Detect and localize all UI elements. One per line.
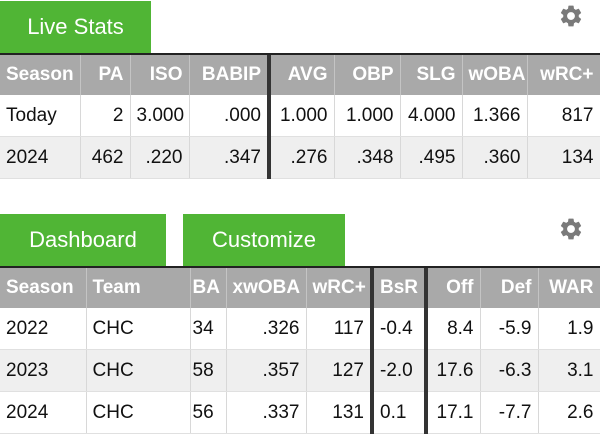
cell-wrc-plus: 127	[306, 349, 374, 392]
cell-wrc-plus: 817	[527, 95, 600, 137]
cell-ba: 56	[190, 391, 227, 434]
cell-ba: 58	[190, 349, 227, 392]
cell-off: 17.1	[426, 391, 481, 434]
col-header-team[interactable]: Team	[86, 268, 191, 308]
col-header-avg[interactable]: AVG	[269, 55, 335, 95]
cell-team: CHC	[86, 391, 191, 434]
table-row: 2024 462 .220 .347 .276 .348 .495 .360 1…	[0, 136, 600, 179]
col-header-off[interactable]: Off	[426, 268, 481, 308]
cell-war: 3.1	[538, 349, 600, 392]
table-row: 2022 CHC 34 .326 117 -0.4 8.4 -5.9 1.9	[0, 308, 600, 350]
table-header-row: Season Team BA xwOBA wRC+ BsR Off Def WA…	[0, 268, 600, 308]
cell-bsr: -2.0	[372, 349, 428, 392]
cell-off: 8.4	[426, 308, 481, 350]
col-header-wrc-plus[interactable]: wRC+	[527, 55, 600, 95]
cell-season: 2024	[0, 391, 87, 434]
dashboard-table: Season Team BA xwOBA wRC+ BsR Off Def WA…	[0, 268, 600, 434]
table-row: 2023 CHC 58 .357 127 -2.0 17.6 -6.3 3.1	[0, 349, 600, 392]
cell-pa: 2	[80, 95, 131, 137]
cell-season: 2023	[0, 349, 87, 392]
cell-woba: .360	[462, 136, 528, 179]
table-header-row: Season PA ISO BABIP AVG OBP SLG wOBA wRC…	[0, 55, 600, 95]
col-header-iso[interactable]: ISO	[130, 55, 190, 95]
cell-def: -6.3	[480, 349, 539, 392]
col-header-wrc-plus[interactable]: wRC+	[306, 268, 374, 308]
section-divider	[0, 53, 600, 55]
cell-war: 2.6	[538, 391, 600, 434]
cell-xwoba: .357	[226, 349, 307, 392]
live-stats-table: Season PA ISO BABIP AVG OBP SLG wOBA wRC…	[0, 55, 600, 179]
cell-team: CHC	[86, 349, 191, 392]
cell-def: -7.7	[480, 391, 539, 434]
cell-wrc-plus: 117	[306, 308, 374, 350]
cell-woba: 1.366	[462, 95, 528, 137]
gear-icon[interactable]	[558, 216, 584, 242]
table-row: 2024 CHC 56 .337 131 0.1 17.1 -7.7 2.6	[0, 391, 600, 434]
col-header-def[interactable]: Def	[480, 268, 539, 308]
cell-babip: .347	[189, 136, 271, 179]
cell-obp: .348	[334, 136, 401, 179]
col-header-war[interactable]: WAR	[538, 268, 600, 308]
cell-avg: .276	[269, 136, 335, 179]
cell-season: 2024	[0, 136, 81, 179]
cell-avg: 1.000	[269, 95, 335, 137]
cell-babip: .000	[189, 95, 271, 137]
table-row: Today 2 3.000 .000 1.000 1.000 4.000 1.3…	[0, 95, 600, 137]
cell-bsr: -0.4	[372, 308, 428, 350]
cell-obp: 1.000	[334, 95, 401, 137]
col-header-ba[interactable]: BA	[190, 268, 227, 308]
cell-iso: 3.000	[130, 95, 190, 137]
cell-def: -5.9	[480, 308, 539, 350]
col-header-xwoba[interactable]: xwOBA	[226, 268, 307, 308]
col-header-season[interactable]: Season	[0, 55, 81, 95]
cell-slg: .495	[400, 136, 463, 179]
cell-war: 1.9	[538, 308, 600, 350]
cell-xwoba: .326	[226, 308, 307, 350]
col-header-pa[interactable]: PA	[80, 55, 131, 95]
cell-ba: 34	[190, 308, 227, 350]
cell-season: 2022	[0, 308, 87, 350]
cell-wrc-plus: 134	[527, 136, 600, 179]
col-header-slg[interactable]: SLG	[400, 55, 463, 95]
cell-bsr: 0.1	[372, 391, 428, 434]
col-header-woba[interactable]: wOBA	[462, 55, 528, 95]
cell-slg: 4.000	[400, 95, 463, 137]
cell-iso: .220	[130, 136, 190, 179]
gear-icon[interactable]	[558, 3, 584, 29]
cell-xwoba: .337	[226, 391, 307, 434]
cell-wrc-plus: 131	[306, 391, 374, 434]
cell-pa: 462	[80, 136, 131, 179]
col-header-babip[interactable]: BABIP	[189, 55, 271, 95]
cell-season: Today	[0, 95, 81, 137]
cell-off: 17.6	[426, 349, 481, 392]
col-header-obp[interactable]: OBP	[334, 55, 401, 95]
cell-team: CHC	[86, 308, 191, 350]
tab-customize[interactable]: Customize	[183, 214, 345, 266]
tab-dashboard[interactable]: Dashboard	[0, 214, 166, 266]
col-header-bsr[interactable]: BsR	[372, 268, 428, 308]
section-divider	[0, 266, 600, 268]
tab-live-stats[interactable]: Live Stats	[0, 1, 151, 53]
col-header-season[interactable]: Season	[0, 268, 87, 308]
